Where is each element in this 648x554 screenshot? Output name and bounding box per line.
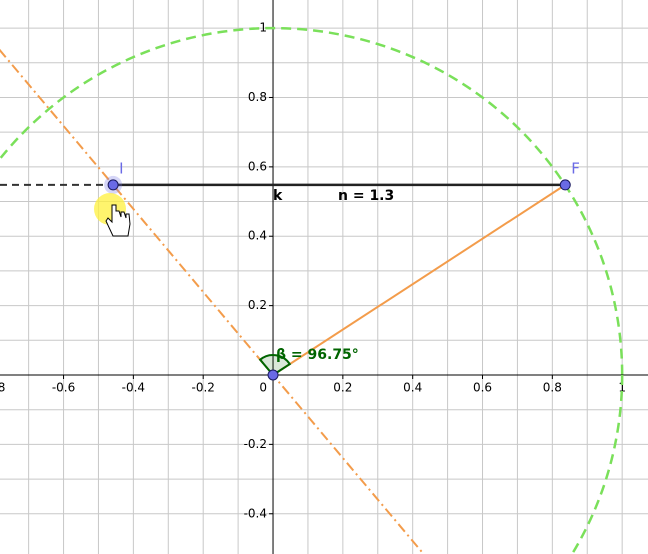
line-label: k [273,188,283,204]
x-tick-label: 1 [618,380,626,394]
y-tick-label: 0.6 [248,159,267,173]
y-tick-label: 0.4 [248,229,267,243]
point[interactable] [559,179,571,191]
point[interactable] [107,179,119,191]
x-tick-label: 0.4 [403,380,422,394]
circle [0,26,624,554]
y-tick-label: 1 [259,21,267,35]
point-label: F [571,159,580,177]
y-tick-label: -0.4 [244,506,267,520]
point[interactable] [267,369,279,381]
origin-label: 0 [259,380,267,394]
hand-cursor [105,204,131,237]
y-tick-label: 0.8 [248,90,267,104]
x-tick-label: -0.8 [0,380,5,394]
x-tick-label: 0.2 [333,380,352,394]
point-label: I [119,159,123,177]
x-tick-label: -0.4 [122,380,145,394]
angle-arc [258,354,292,377]
x-tick-label: -0.2 [191,380,214,394]
refraction-index: n = 1.3 [338,188,394,204]
angle-label: β = 96.75° [276,347,359,363]
segment-of [272,184,566,376]
y-tick-label: 0.2 [248,298,267,312]
x-tick-label: 0.8 [543,380,562,394]
x-tick-label: 0.6 [473,380,492,394]
x-tick-label: -0.6 [52,380,75,394]
y-tick-label: -0.2 [244,437,267,451]
